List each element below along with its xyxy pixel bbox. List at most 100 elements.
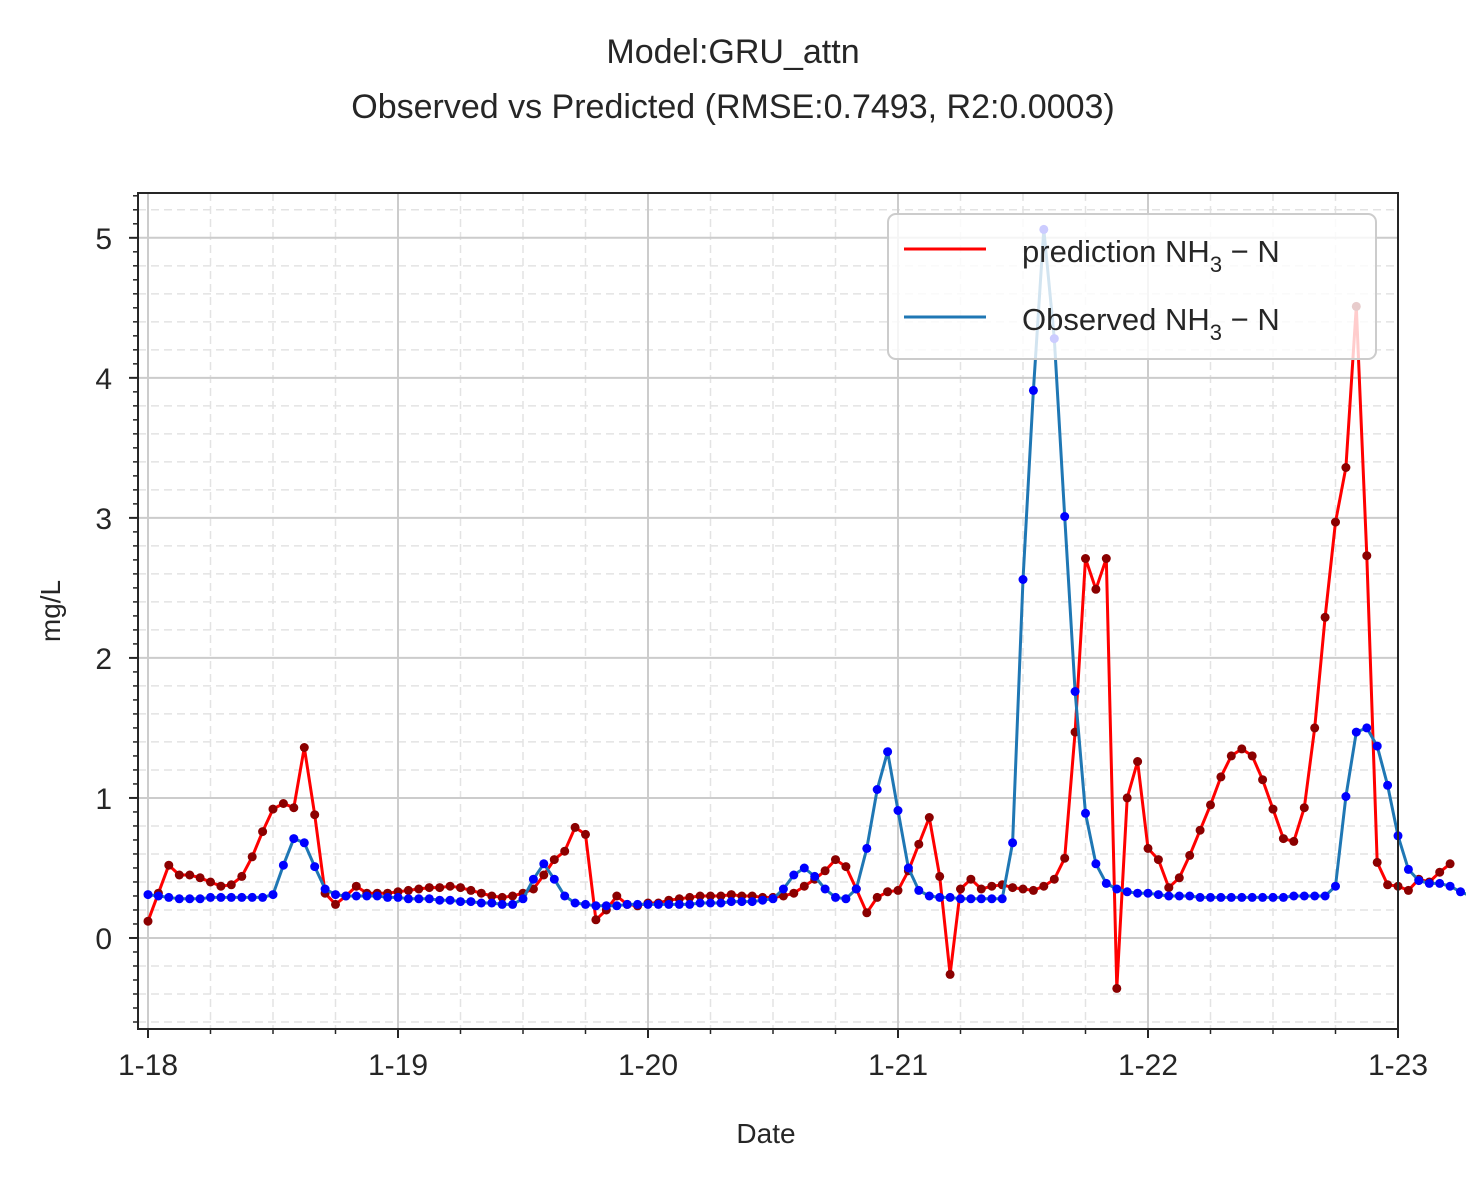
data-point-1: [373, 892, 382, 901]
data-point-0: [508, 892, 517, 901]
data-point-0: [789, 889, 798, 898]
y-tick-label: 5: [95, 223, 112, 256]
data-point-0: [310, 810, 319, 819]
data-point-0: [883, 887, 892, 896]
data-point-1: [1081, 809, 1090, 818]
y-tick-label: 4: [95, 363, 112, 396]
data-point-0: [1435, 868, 1444, 877]
data-point-0: [248, 852, 257, 861]
data-point-1: [206, 893, 215, 902]
data-point-1: [852, 885, 861, 894]
data-point-0: [237, 872, 246, 881]
data-point-1: [1331, 882, 1340, 891]
data-point-0: [352, 882, 361, 891]
data-point-0: [539, 871, 548, 880]
data-point-0: [1175, 873, 1184, 882]
data-point-1: [644, 900, 653, 909]
data-point-1: [435, 896, 444, 905]
data-point-0: [144, 917, 153, 926]
data-point-0: [404, 886, 413, 895]
data-point-1: [623, 900, 632, 909]
data-point-1: [1237, 893, 1246, 902]
data-point-0: [1362, 551, 1371, 560]
legend-label-observed-main: Observed NH: [1022, 302, 1210, 337]
data-point-1: [873, 785, 882, 794]
data-point-1: [487, 899, 496, 908]
data-point-0: [1164, 883, 1173, 892]
data-point-1: [331, 890, 340, 899]
x-tick-label: 1-19: [368, 1049, 428, 1082]
data-point-1: [1404, 865, 1413, 874]
data-point-1: [539, 859, 548, 868]
data-point-1: [716, 899, 725, 908]
data-point-1: [227, 893, 236, 902]
data-point-0: [1227, 751, 1236, 760]
chart-subtitle: Observed vs Predicted (RMSE:0.7493, R2:0…: [351, 88, 1115, 126]
data-point-1: [1248, 893, 1257, 902]
data-point-1: [810, 872, 819, 881]
data-point-1: [1185, 892, 1194, 901]
data-point-1: [894, 806, 903, 815]
data-point-0: [269, 805, 278, 814]
data-point-1: [591, 901, 600, 910]
data-point-0: [1331, 518, 1340, 527]
data-point-0: [841, 862, 850, 871]
data-point-0: [1196, 826, 1205, 835]
data-point-0: [935, 872, 944, 881]
data-point-1: [800, 864, 809, 873]
data-point-0: [196, 873, 205, 882]
data-point-0: [831, 855, 840, 864]
data-point-1: [696, 899, 705, 908]
data-point-1: [1352, 728, 1361, 737]
data-point-1: [341, 892, 350, 901]
data-point-0: [977, 885, 986, 894]
data-point-1: [383, 893, 392, 902]
data-point-0: [550, 855, 559, 864]
data-point-1: [789, 871, 798, 880]
data-point-0: [914, 840, 923, 849]
data-point-1: [1310, 892, 1319, 901]
y-axis-label: mg/L: [35, 580, 66, 642]
data-point-1: [560, 892, 569, 901]
x-tick-label: 1-23: [1368, 1049, 1428, 1082]
data-point-0: [1039, 882, 1048, 891]
data-point-1: [550, 875, 559, 884]
data-point-1: [216, 893, 225, 902]
data-point-1: [248, 893, 257, 902]
data-point-1: [685, 900, 694, 909]
data-point-1: [1019, 575, 1028, 584]
data-point-1: [1216, 893, 1225, 902]
data-point-0: [1112, 984, 1121, 993]
y-tick-label: 1: [95, 783, 112, 816]
y-tick-label: 2: [95, 643, 112, 676]
data-point-0: [279, 799, 288, 808]
data-point-0: [289, 803, 298, 812]
data-point-1: [841, 894, 850, 903]
data-point-1: [1008, 838, 1017, 847]
data-point-0: [560, 847, 569, 856]
data-point-1: [769, 894, 778, 903]
data-point-1: [279, 861, 288, 870]
data-point-0: [1237, 744, 1246, 753]
data-point-0: [477, 889, 486, 898]
data-point-0: [446, 882, 455, 891]
data-point-0: [414, 885, 423, 894]
data-point-1: [185, 894, 194, 903]
data-point-0: [1029, 886, 1038, 895]
data-point-1: [1175, 892, 1184, 901]
data-point-0: [185, 871, 194, 880]
data-point-1: [446, 896, 455, 905]
data-point-1: [352, 892, 361, 901]
data-point-1: [966, 894, 975, 903]
data-point-1: [1362, 723, 1371, 732]
data-point-1: [1269, 893, 1278, 902]
data-point-0: [216, 882, 225, 891]
data-point-1: [925, 892, 934, 901]
data-point-1: [956, 894, 965, 903]
data-point-1: [300, 838, 309, 847]
legend: prediction NH3 − N Observed NH3 − N: [888, 214, 1376, 359]
data-point-1: [914, 886, 923, 895]
data-point-0: [873, 893, 882, 902]
